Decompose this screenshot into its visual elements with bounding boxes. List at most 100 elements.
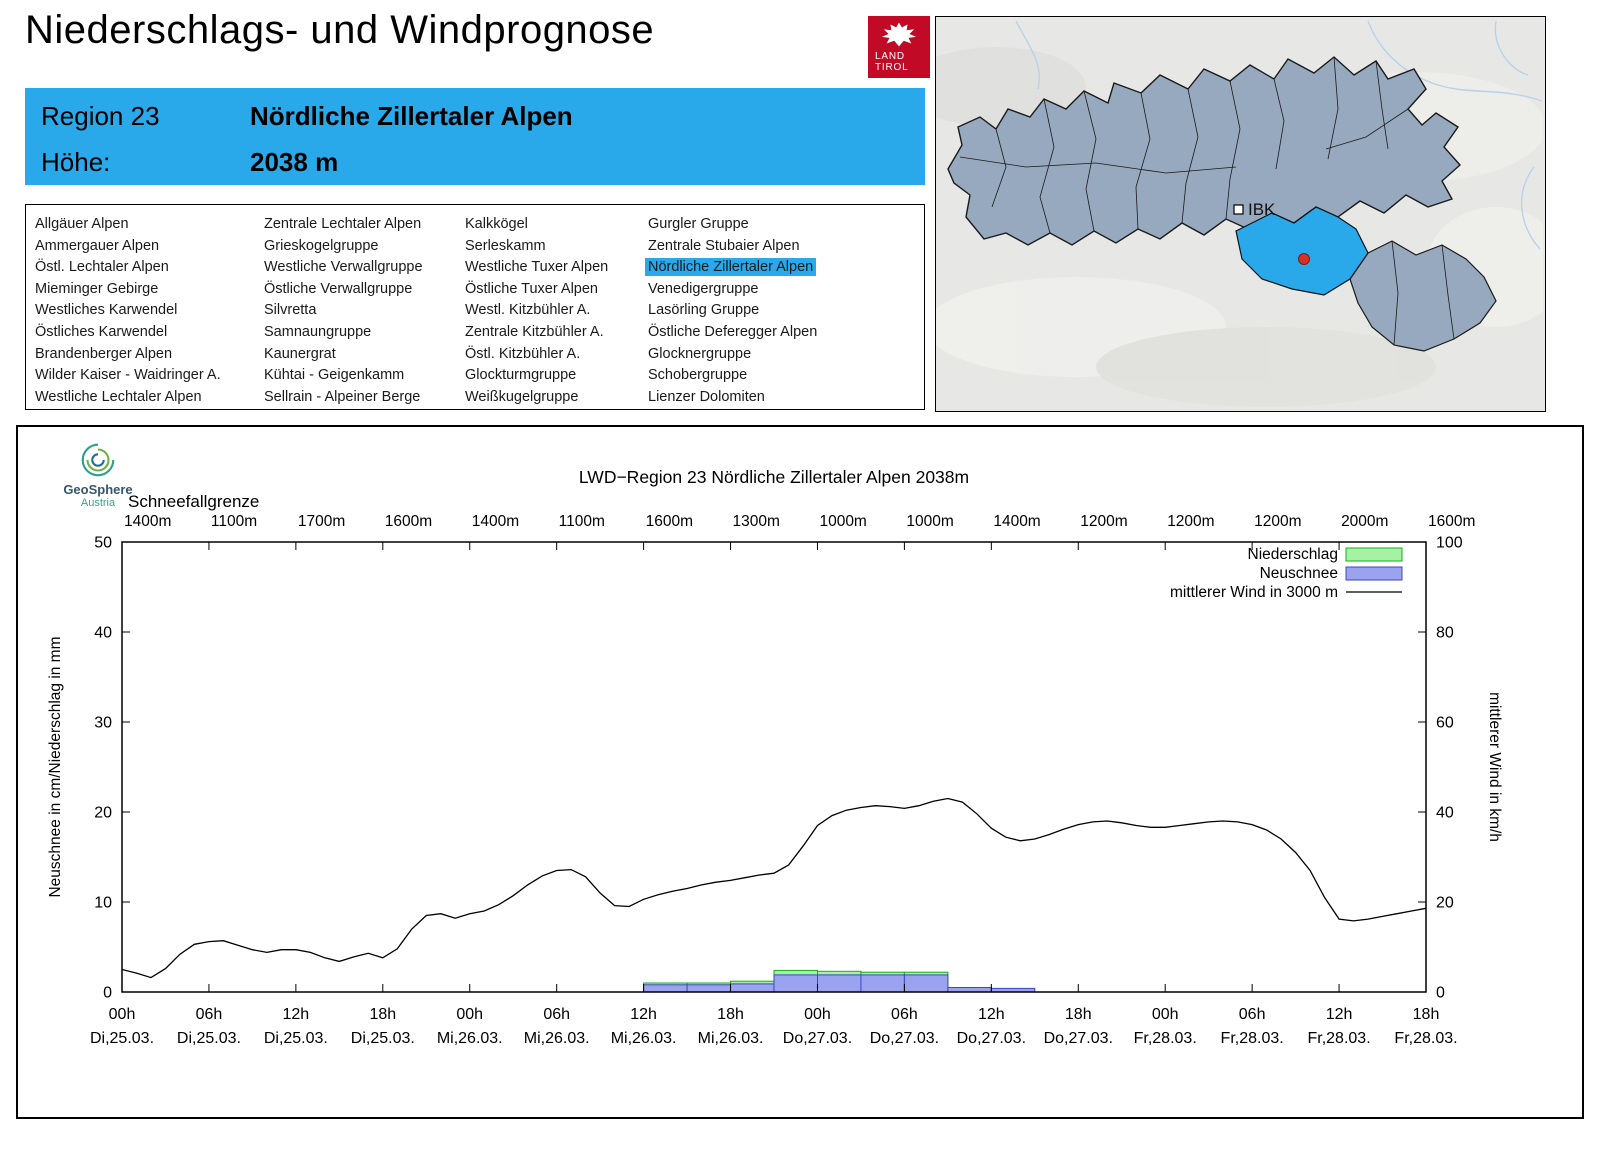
region-number-label: Region 23: [41, 100, 160, 131]
legend-swatch: [1345, 547, 1403, 562]
region-list-item-selected[interactable]: Nördliche Zillertaler Alpen: [645, 257, 925, 279]
y-tick-label-left: 20: [94, 805, 112, 822]
region-list-item[interactable]: Lienzer Dolomiten: [648, 388, 765, 405]
region-list-item[interactable]: Westliche Verwallgruppe: [264, 259, 423, 276]
region-list-item[interactable]: Östliche Tuxer Alpen: [465, 280, 598, 297]
region-list-item[interactable]: Wilder Kaiser - Waidringer A.: [35, 367, 221, 384]
region-list-column: Zentrale Lechtaler Alpen Grieskogelgruppe…: [264, 214, 465, 408]
y-tick-label-left: 50: [94, 535, 112, 552]
snowline-value: 2000m: [1341, 513, 1388, 530]
x-tick-date: Di,25.03.: [90, 1030, 154, 1047]
ibk-marker: [1233, 204, 1244, 215]
chart-panel: GeoSphere Austria LWD−Region 23 Nördlich…: [16, 425, 1584, 1119]
x-tick-date: Di,25.03.: [264, 1030, 328, 1047]
map-region-highlighted[interactable]: [1235, 206, 1369, 296]
region-list-item[interactable]: Weißkugelgruppe: [465, 388, 579, 405]
region-list-item[interactable]: Westliches Karwendel: [35, 302, 178, 319]
map-region-north-tirol[interactable]: [947, 56, 1461, 246]
region-list-column: Allgäuer Alpen Ammergauer Alpen Östl. Lech…: [35, 214, 264, 408]
snowline-value: 1700m: [298, 513, 345, 530]
x-tick-hour: 06h: [891, 1006, 918, 1023]
x-tick-hour: 12h: [283, 1006, 310, 1023]
region-list-item[interactable]: Östliches Karwendel: [35, 323, 168, 340]
x-tick-hour: 06h: [1239, 1006, 1266, 1023]
region-list-item[interactable]: Venedigergruppe: [648, 280, 759, 297]
region-list-item[interactable]: Westliche Tuxer Alpen: [465, 259, 609, 276]
x-tick-hour: 12h: [1326, 1006, 1353, 1023]
x-tick-date: Do,27.03.: [957, 1030, 1026, 1047]
x-tick-date: Fr,28.03.: [1394, 1030, 1457, 1047]
chart-title: LWD−Region 23 Nördliche Zillertaler Alpe…: [579, 467, 969, 487]
snowline-value: 1200m: [1167, 513, 1214, 530]
y-tick-label-right: 80: [1436, 625, 1454, 642]
y-tick-label-left: 30: [94, 715, 112, 732]
region-list-item[interactable]: Grieskogelgruppe: [264, 237, 379, 254]
x-tick-date: Mi,26.03.: [698, 1030, 764, 1047]
map-region-borders-east: [1391, 240, 1455, 346]
land-tirol-logo: LAND TIROL: [868, 16, 930, 78]
region-list-item[interactable]: Glocknergruppe: [648, 345, 752, 362]
y-tick-label-left: 0: [103, 985, 112, 1002]
region-list-item[interactable]: Zentrale Kitzbühler A.: [465, 323, 604, 340]
x-tick-hour: 00h: [109, 1006, 136, 1023]
region-list-item[interactable]: Schobergruppe: [648, 367, 748, 384]
altitude-label: Höhe:: [41, 146, 111, 177]
region-list-item[interactable]: Mieminger Gebirge: [35, 280, 159, 297]
region-list-item[interactable]: Zentrale Stubaier Alpen: [648, 237, 800, 254]
region-list-item[interactable]: Kalkkögel: [465, 216, 528, 232]
region-list-item[interactable]: Sellrain - Alpeiner Berge: [264, 388, 421, 405]
x-tick-hour: 18h: [717, 1006, 744, 1023]
region-list-item[interactable]: Kühtai - Geigenkamm: [264, 367, 405, 384]
x-tick-date: Do,27.03.: [870, 1030, 939, 1047]
snowline-value: 1600m: [646, 513, 693, 530]
region-list-item[interactable]: Ammergauer Alpen: [35, 237, 160, 254]
snowline-value: 1300m: [733, 513, 780, 530]
region-list-item[interactable]: Zentrale Lechtaler Alpen: [264, 216, 422, 232]
region-header: Region 23 Nördliche Zillertaler Alpen Hö…: [25, 88, 925, 185]
region-list-item[interactable]: Glockturmgruppe: [465, 367, 577, 384]
region-list-column: Gurgler Gruppe Zentrale Stubaier Alpen Nör…: [645, 214, 925, 408]
snowline-value: 1400m: [993, 513, 1040, 530]
y-tick-label-right: 100: [1436, 535, 1463, 552]
neuschnee-bar: [773, 974, 818, 993]
wind-line: [121, 797, 1427, 979]
x-tick-hour: 06h: [196, 1006, 223, 1023]
region-list-item[interactable]: Östliche Verwallgruppe: [264, 280, 413, 297]
x-tick-hour: 00h: [456, 1006, 483, 1023]
legend-label: Niederschlag: [1248, 546, 1338, 563]
region-list-item[interactable]: Östliche Deferegger Alpen: [648, 323, 818, 340]
x-tick-hour: 18h: [369, 1006, 396, 1023]
region-list-item[interactable]: Allgäuer Alpen: [35, 216, 129, 232]
legend-label: Neuschnee: [1260, 565, 1338, 582]
region-list-item[interactable]: Lasörling Gruppe: [648, 302, 760, 319]
neuschnee-bar: [817, 974, 862, 993]
tirol-map-panel[interactable]: IBK: [935, 16, 1546, 412]
region-list-item[interactable]: Östl. Kitzbühler A.: [465, 345, 581, 362]
y-tick-label-right: 0: [1436, 985, 1445, 1002]
x-tick-date: Di,25.03.: [177, 1030, 241, 1047]
region-list-item[interactable]: Westl. Kitzbühler A.: [465, 302, 591, 319]
x-tick-hour: 18h: [1065, 1006, 1092, 1023]
y-tick-label-left: 10: [94, 895, 112, 912]
map-region-east-tirol[interactable]: [1349, 240, 1497, 352]
x-tick-hour: 00h: [804, 1006, 831, 1023]
x-tick-hour: 06h: [543, 1006, 570, 1023]
region-list-item[interactable]: Östl. Lechtaler Alpen: [35, 259, 169, 276]
region-list-item[interactable]: Serleskamm: [465, 237, 546, 254]
geosphere-country: Austria: [80, 497, 116, 509]
region-list-item[interactable]: Gurgler Gruppe: [648, 216, 749, 232]
neuschnee-bar: [903, 974, 949, 993]
region-list-item[interactable]: Westliche Lechtaler Alpen: [35, 388, 202, 405]
snowline-value: 1200m: [1254, 513, 1301, 530]
region-list-item[interactable]: Brandenberger Alpen: [35, 345, 173, 362]
region-list-item[interactable]: Kaunergrat: [264, 345, 336, 362]
ibk-label: IBK: [1248, 200, 1276, 219]
y-tick-label-left: 40: [94, 625, 112, 642]
neuschnee-bar: [730, 983, 775, 993]
snowline-value: 1600m: [385, 513, 432, 530]
geosphere-icon: [81, 443, 115, 477]
region-list-item[interactable]: Silvretta: [264, 302, 317, 319]
tirol-map: IBK: [936, 17, 1543, 409]
geosphere-logo: GeoSphere Austria: [48, 439, 148, 509]
region-list-item[interactable]: Samnaungruppe: [264, 323, 372, 340]
